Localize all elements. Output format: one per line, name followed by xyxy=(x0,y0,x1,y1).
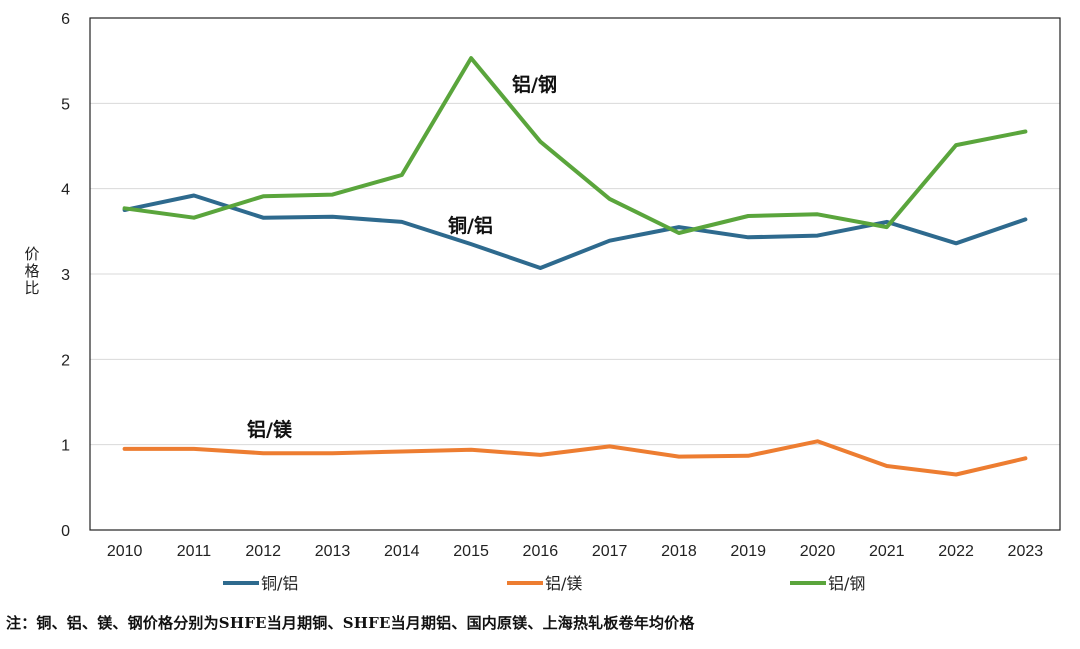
x-tick-label: 2012 xyxy=(245,543,281,560)
y-tick-label: 1 xyxy=(61,438,70,455)
legend-label: 铝/镁 xyxy=(545,574,582,593)
line-chart: 0 1 2 3 4 5 6 2010 2011 2012 2013 2014 2015 2016 2017… xyxy=(61,11,1061,593)
y-tick-label: 5 xyxy=(61,96,70,113)
series-lines xyxy=(122,56,1028,477)
x-tick-label: 2016 xyxy=(523,543,559,560)
y-tick-label: 3 xyxy=(61,267,70,284)
y-tick-labels: 0 1 2 3 4 5 6 xyxy=(61,11,70,540)
series-line-1 xyxy=(122,439,1028,477)
y-axis-label-char: 价 xyxy=(24,245,40,263)
x-tick-label: 2018 xyxy=(661,543,697,560)
series-annotation: 铜/铝 xyxy=(448,214,493,237)
x-tick-labels: 2010 2011 2012 2013 2014 2015 2016 2017 2018 2019… xyxy=(107,543,1043,560)
x-tick-label: 2023 xyxy=(1008,543,1044,560)
x-tick-label: 2015 xyxy=(453,543,489,560)
y-tick-label: 6 xyxy=(61,11,70,28)
x-tick-label: 2019 xyxy=(730,543,766,560)
x-tick-label: 2011 xyxy=(177,543,212,560)
y-tick-label: 0 xyxy=(61,523,70,540)
y-axis-label-char: 比 xyxy=(24,279,40,297)
legend: 铜/铝 铝/镁 铝/钢 xyxy=(223,574,865,593)
y-tick-label: 4 xyxy=(61,182,70,199)
x-tick-label: 2022 xyxy=(938,543,974,560)
gridlines xyxy=(90,102,1060,446)
plot-frame xyxy=(89,17,1061,531)
x-tick-label: 2021 xyxy=(869,543,905,560)
y-axis-label-char: 格 xyxy=(24,262,40,280)
x-tick-label: 2010 xyxy=(107,543,143,560)
footnote: 注：铜、铝、镁、钢价格分别为SHFE当月期铜、SHFE当月期铝、国内原镁、上海热… xyxy=(6,614,695,632)
series-annotation: 铝/钢 xyxy=(512,73,557,96)
series-line-2 xyxy=(122,56,1028,235)
series-annotations: 铝/钢铜/铝铝/镁 xyxy=(247,73,557,441)
x-tick-label: 2017 xyxy=(592,543,628,560)
y-axis-label: 价格比 xyxy=(22,246,42,297)
series-line-0 xyxy=(122,193,1028,270)
x-tick-label: 2014 xyxy=(384,543,420,560)
y-tick-label: 2 xyxy=(61,352,70,369)
series-annotation: 铝/镁 xyxy=(247,418,292,441)
legend-label: 铜/铝 xyxy=(261,574,298,593)
x-tick-label: 2020 xyxy=(800,543,836,560)
legend-label: 铝/钢 xyxy=(828,574,865,593)
x-tick-label: 2013 xyxy=(315,543,351,560)
